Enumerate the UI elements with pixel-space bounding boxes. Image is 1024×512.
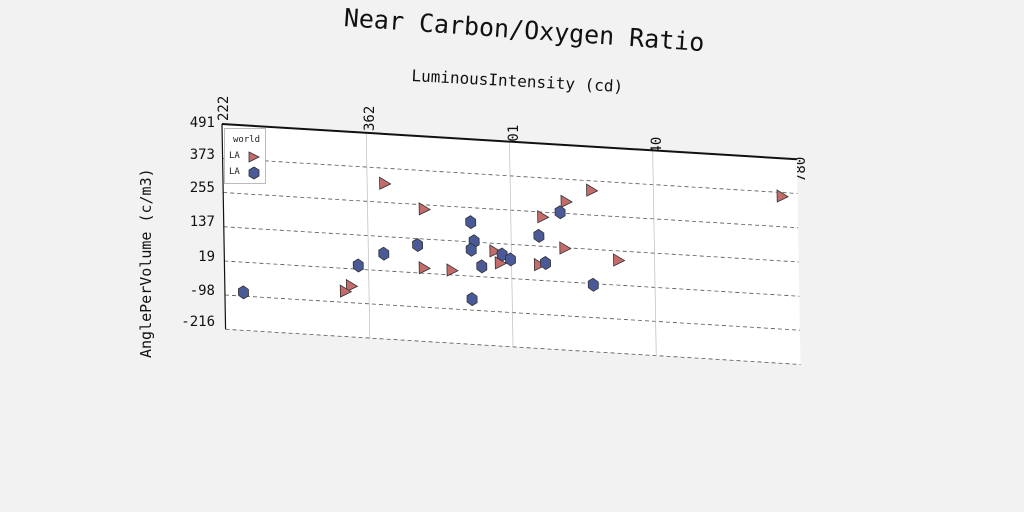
data-point-triangle: [586, 183, 599, 197]
data-point-triangle: [339, 284, 353, 298]
data-point-hexagon: [587, 277, 599, 292]
data-point-triangle: [418, 202, 432, 216]
data-point-triangle: [489, 244, 502, 258]
x-tick-label: 222: [216, 95, 232, 121]
data-point-hexagon: [476, 259, 488, 274]
data-point-hexagon: [533, 228, 545, 243]
y-axis-label: AnglePerVolume (c/m3): [137, 168, 155, 358]
data-point-triangle: [446, 263, 459, 277]
x-axis-spine: [221, 122, 797, 161]
data-point-triangle: [533, 257, 547, 272]
legend: world LA LA: [224, 128, 266, 184]
data-point-hexagon: [466, 292, 478, 307]
y-tick-label: 373: [189, 147, 215, 163]
data-point-hexagon: [554, 205, 566, 220]
data-point-hexagon: [505, 252, 516, 267]
data-point-hexagon: [496, 247, 508, 262]
y-tick-label: 255: [189, 180, 215, 196]
data-point-hexagon: [352, 258, 364, 273]
x-axis-label: LuminousIntensity (cd): [411, 66, 624, 97]
legend-title: world: [233, 135, 261, 145]
data-point-hexagon: [465, 242, 477, 257]
data-point-triangle: [379, 176, 392, 190]
chart-title: Near Carbon/Oxygen Ratio: [342, 3, 706, 58]
data-point-hexagon: [465, 215, 477, 230]
y-tick-label: 491: [189, 115, 215, 131]
grid-line-x: [365, 132, 371, 339]
y-tick-label: -216: [181, 314, 215, 330]
legend-marker-triangle: [248, 151, 260, 163]
data-point-triangle: [559, 241, 572, 255]
data-point-triangle: [345, 278, 359, 293]
y-tick-label: -98: [189, 283, 215, 299]
plot-svg: [221, 122, 801, 365]
y-tick-label: 137: [189, 214, 215, 230]
data-point-hexagon: [540, 256, 551, 270]
data-point-triangle: [537, 209, 550, 224]
data-point-triangle: [418, 261, 432, 275]
data-point-triangle: [776, 189, 789, 203]
grid-line-x: [652, 150, 657, 356]
data-point-hexagon: [238, 285, 249, 300]
legend-label-2: LA: [229, 167, 240, 177]
y-axis-spine: [221, 123, 227, 330]
legend-marker-hexagon: [248, 166, 260, 180]
y-tick-label: 19: [198, 249, 215, 265]
x-tick-label: 362: [362, 105, 378, 131]
grid-line-x: [509, 141, 514, 347]
data-point-triangle: [613, 253, 626, 267]
data-point-triangle: [560, 194, 573, 208]
data-point-hexagon: [412, 238, 424, 253]
data-point-hexagon: [378, 246, 390, 261]
legend-label-1: LA: [229, 151, 240, 161]
plot-area: [221, 122, 801, 365]
